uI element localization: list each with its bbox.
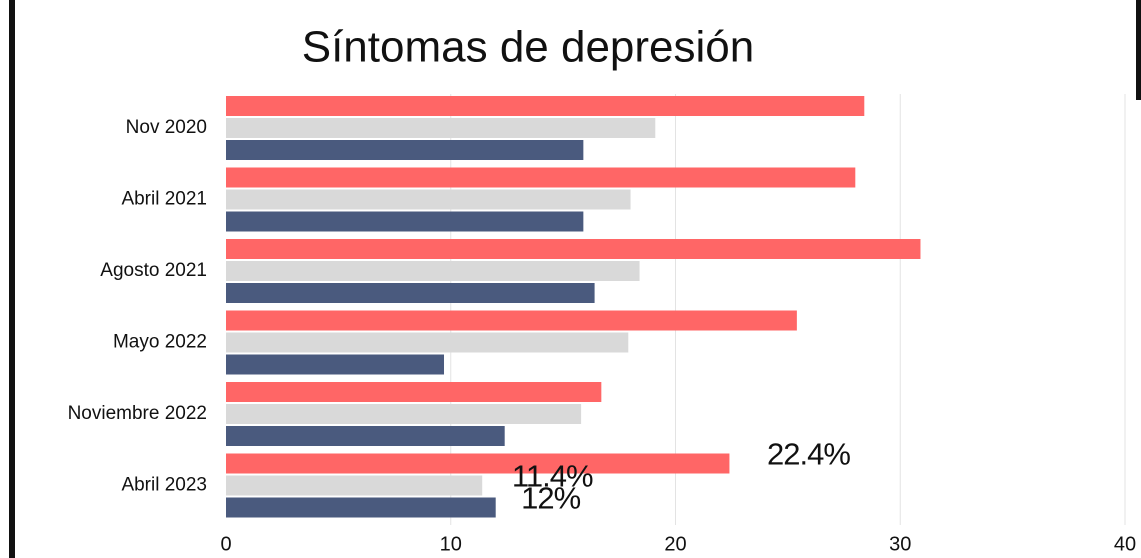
bar: [226, 283, 595, 303]
bar: [226, 475, 483, 496]
bar: [226, 189, 631, 210]
bar: [226, 426, 505, 446]
bar: [226, 382, 602, 402]
y-tick-label: Abril 2021: [121, 189, 207, 210]
x-tick-label: 10: [440, 533, 462, 555]
right-border: [1136, 0, 1141, 100]
data-label: 22.4%: [767, 437, 850, 472]
bar: [226, 332, 629, 353]
bar: [226, 310, 797, 331]
bar: [226, 167, 856, 188]
y-tick-label: Abril 2023: [121, 475, 207, 496]
left-border: [9, 0, 15, 558]
bar: [226, 211, 584, 232]
bar: [226, 261, 640, 281]
x-tick-label: 0: [220, 533, 231, 555]
bar: [226, 354, 445, 375]
bar: [226, 239, 921, 259]
chart-title: Síntomas de depresión: [302, 23, 755, 72]
bar: [226, 497, 496, 518]
data-label: 12%: [521, 481, 580, 516]
bar: [226, 118, 656, 138]
bar: [226, 404, 582, 424]
x-tick-label: 40: [1114, 533, 1136, 555]
x-tick-label: 20: [664, 533, 686, 555]
bar: [226, 140, 584, 160]
y-tick-label: Agosto 2021: [100, 260, 207, 281]
data-label: 11.4%: [512, 459, 593, 494]
bar: [226, 96, 865, 116]
x-tick-label: 30: [889, 533, 911, 555]
y-tick-label: Nov 2020: [126, 117, 207, 138]
bar: [226, 453, 730, 474]
y-tick-label: Mayo 2022: [113, 332, 207, 353]
y-tick-label: Noviembre 2022: [68, 403, 207, 424]
